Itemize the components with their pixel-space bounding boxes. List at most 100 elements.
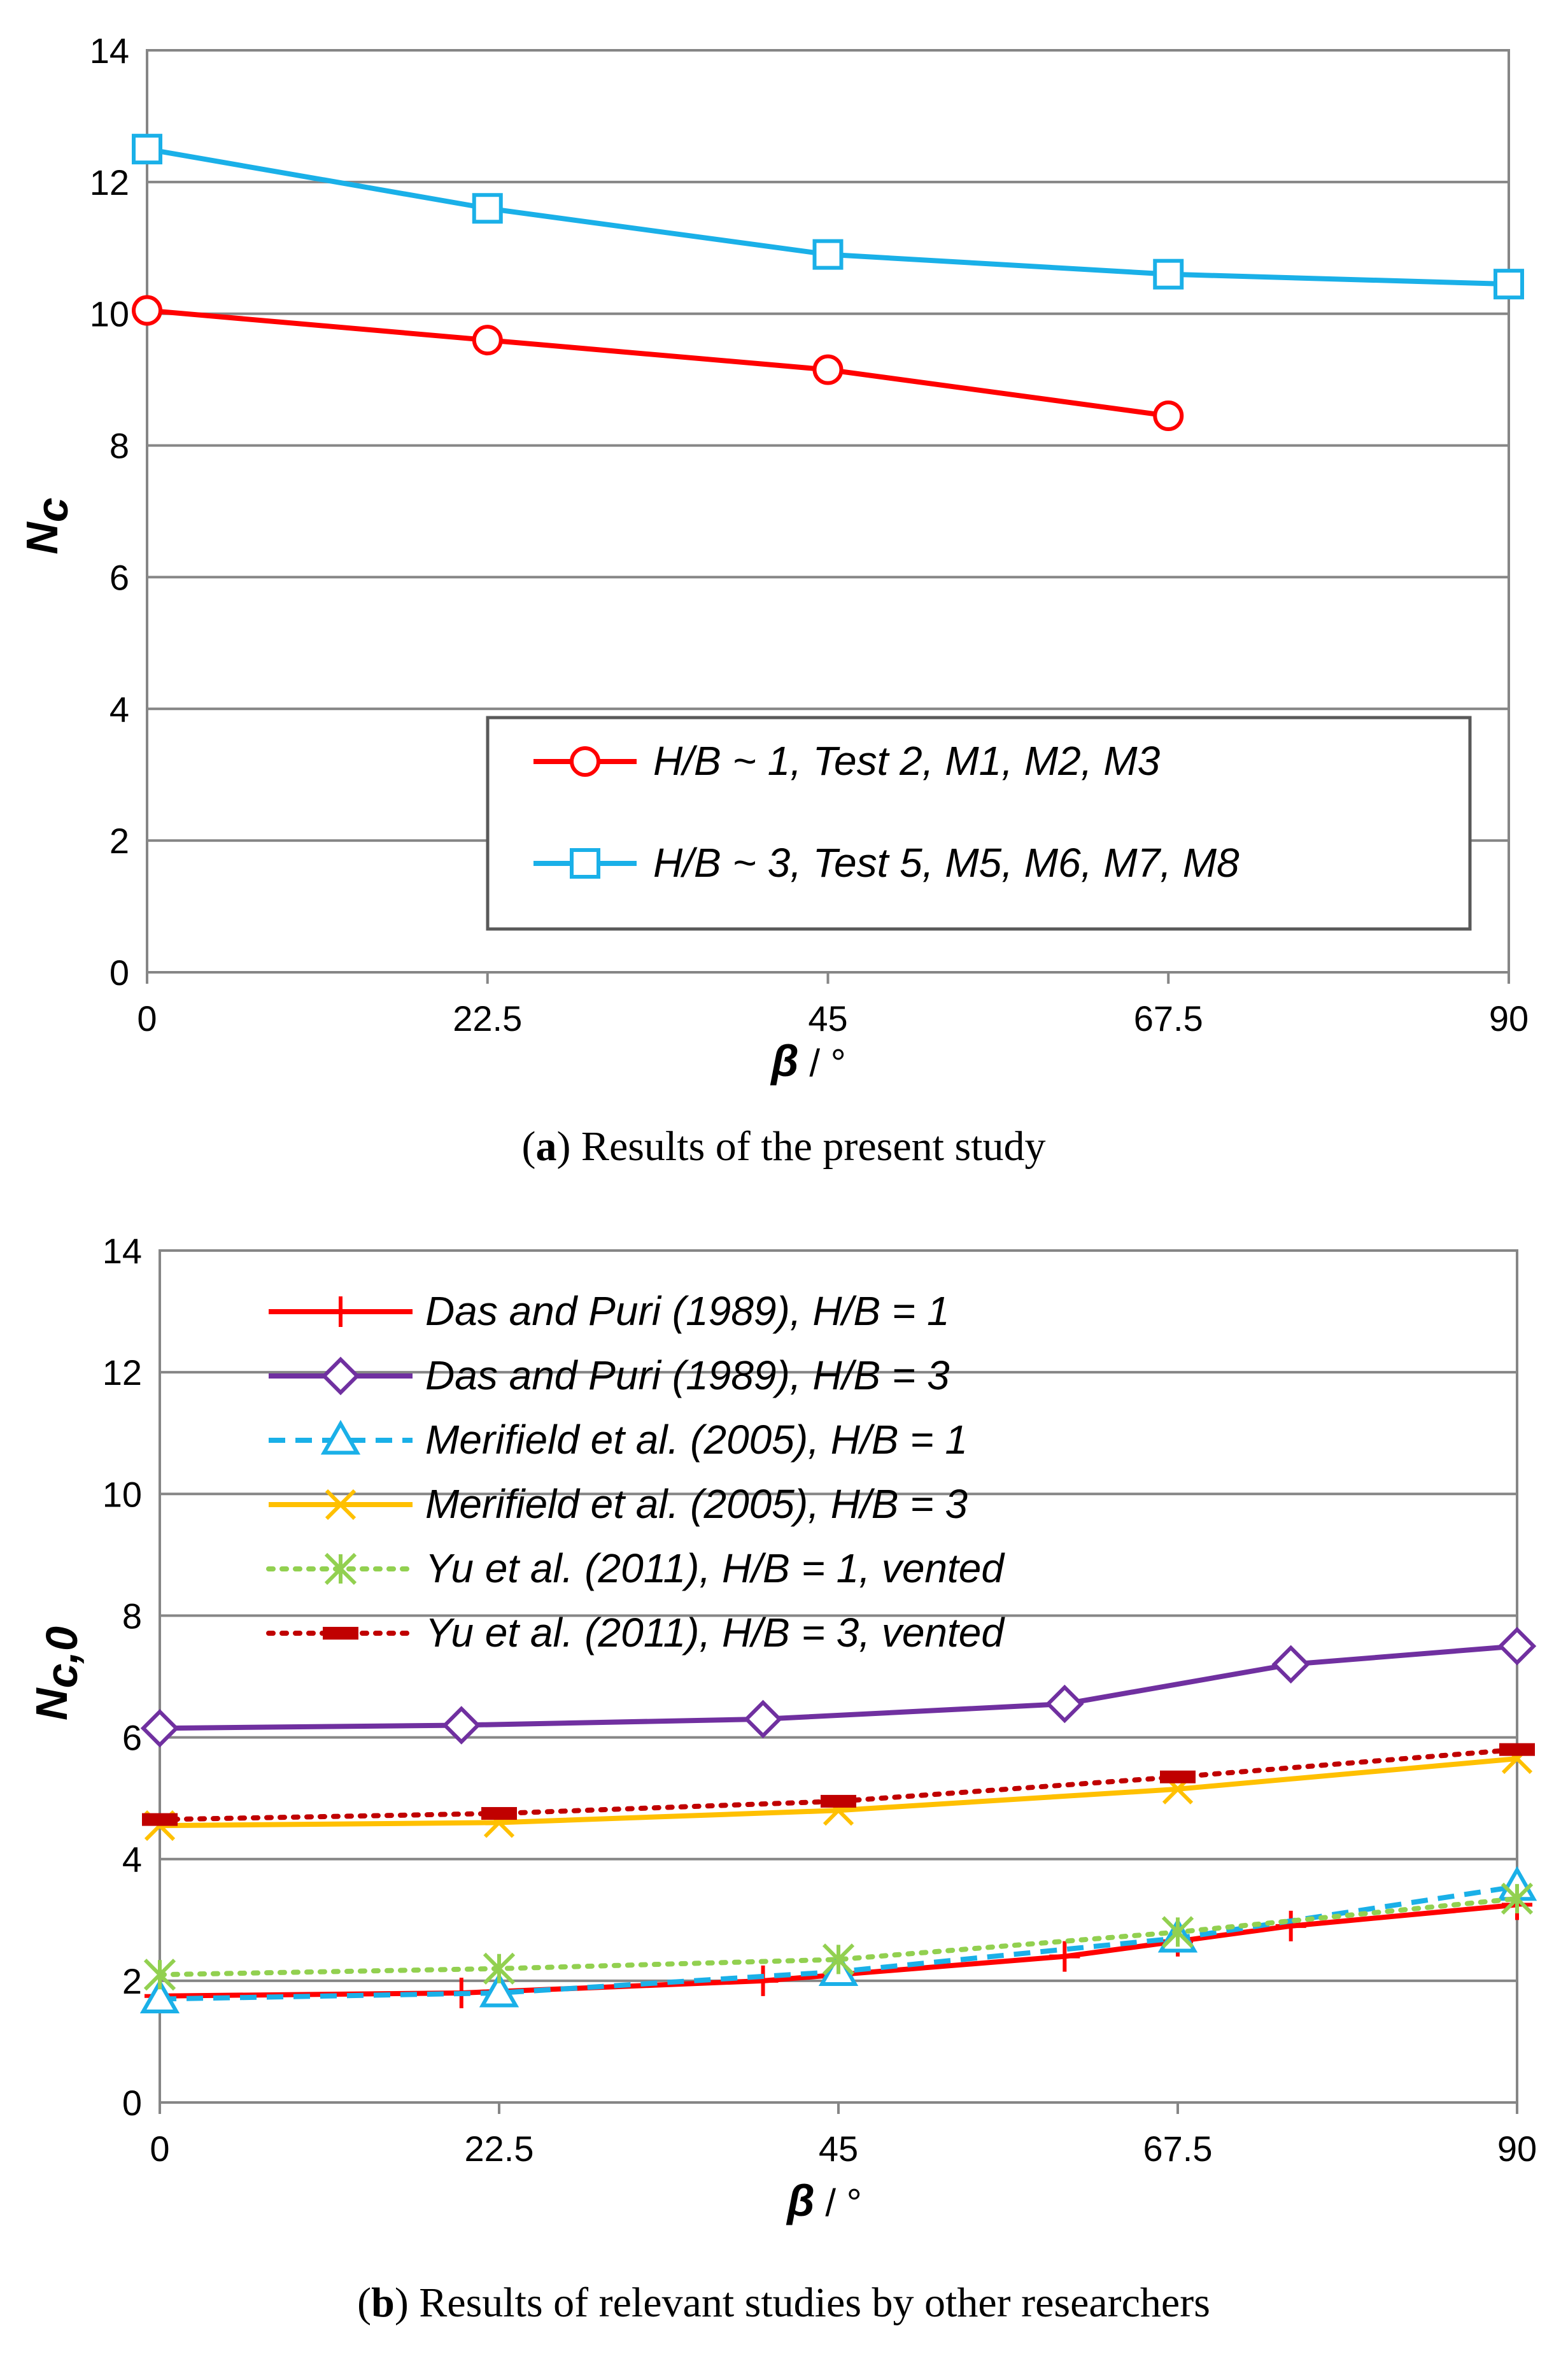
b-series-1-point	[442, 1706, 481, 1745]
legend-b-icon-3	[269, 1489, 413, 1521]
b-series-4-point	[143, 1959, 176, 1991]
legend-a-label-0: H/B ~ 1, Test 2, M1, M2, M3	[653, 738, 1161, 784]
a-series-0-point	[812, 354, 844, 385]
legend-b-label-5: Yu et al. (2011), H/B = 3, vented	[425, 1610, 1005, 1656]
b-series-1-line	[159, 1643, 1518, 1731]
y-tick-label: 0	[109, 953, 129, 993]
y-tick-label: 12	[90, 162, 129, 202]
b-series-1-point	[140, 1708, 180, 1748]
b-series-5-line	[157, 1747, 1520, 1822]
legend-a-icon-1	[533, 848, 637, 879]
x-tick-label: 22.5	[453, 998, 522, 1039]
y-tick-label: 6	[122, 1718, 142, 1758]
b-legend-marker-0	[325, 1296, 356, 1327]
x-tick-label: 67.5	[1134, 998, 1203, 1039]
b-series-5	[142, 1743, 1535, 1826]
b-series-4	[143, 1882, 1534, 1991]
b-series-4-line	[157, 1896, 1520, 1978]
b-series-0-point	[747, 1965, 779, 1996]
a-series-1-point	[1494, 269, 1524, 300]
a-series-0-point	[472, 325, 503, 356]
caption-a: (a) Results of the present study	[521, 1123, 1045, 1170]
x-axis-label-b: β / °	[786, 2176, 861, 2225]
b-series-4-point	[822, 1943, 855, 1976]
b-series-1-point	[1045, 1684, 1084, 1724]
b-series-5-point	[1160, 1770, 1196, 1783]
y-tick-label: 2	[109, 821, 129, 861]
chart-b: 0 2 4 6 8 10 12 14 0 22.5 45 67.5 90 Das and Puri (…	[27, 1231, 1537, 2326]
b-legend-marker-1	[321, 1356, 360, 1396]
b-series-0-point	[1049, 1941, 1080, 1972]
series-group-a	[132, 134, 1524, 432]
legend-b-icon-0	[269, 1296, 413, 1327]
y-tick-label: 14	[90, 31, 129, 71]
legend-b-label-3: Merifield et al. (2005), H/B = 3	[425, 1481, 968, 1527]
a-legend-marker-1	[570, 848, 600, 879]
legend-b: Das and Puri (1989), H/B = 1 Das and Pur…	[266, 1288, 1005, 1656]
chart-a: 0 2 4 6 8 10 12 14 0 22.5 45 67.5 90 H/B ~ 1, Test …	[17, 31, 1529, 1170]
a-series-0	[132, 295, 1184, 432]
b-series-1	[140, 1626, 1537, 1748]
a-series-0-point	[132, 295, 162, 326]
y-axis-label-b: Nc,0	[27, 1626, 87, 1720]
a-legend-marker-0	[570, 746, 600, 777]
b-series-4-point	[1501, 1882, 1534, 1915]
b-series-1-point	[1497, 1626, 1537, 1666]
x-axis-label-a: β / °	[770, 1036, 845, 1086]
b-series-4-point	[1161, 1916, 1194, 1948]
b-series-2-point	[479, 1972, 519, 2008]
b-series-4-point	[483, 1952, 516, 1985]
y-tick-label: 6	[109, 557, 129, 597]
b-legend-marker-3	[325, 1489, 357, 1521]
a-series-1-point	[1153, 259, 1184, 290]
legend-a-icon-0	[533, 746, 637, 777]
legend-b-label-2: Merifield et al. (2005), H/B = 1	[425, 1417, 968, 1463]
b-series-5-point	[821, 1794, 856, 1808]
legend-b-label-1: Das and Puri (1989), H/B = 3	[425, 1352, 950, 1398]
b-series-1-point	[744, 1699, 782, 1739]
y-tick-label: 14	[102, 1231, 142, 1271]
x-tick-label: 90	[1489, 998, 1529, 1039]
legend-a-label-1: H/B ~ 3, Test 5, M5, M6, M7, M8	[653, 840, 1240, 886]
b-series-1-point	[1271, 1645, 1310, 1684]
x-tick-label: 67.5	[1143, 2129, 1213, 2169]
x-tick-labels-b: 0 22.5 45 67.5 90	[150, 2129, 1537, 2169]
y-tick-labels-a: 0 2 4 6 8 10 12 14	[90, 31, 129, 993]
legend-b-label-4: Yu et al. (2011), H/B = 1, vented	[425, 1545, 1005, 1591]
x-tick-label: 22.5	[465, 2129, 534, 2169]
b-legend-marker-4	[324, 1552, 357, 1585]
b-series-5-point	[142, 1813, 178, 1826]
series-group-b	[139, 1626, 1537, 2014]
legend-b-label-0: Das and Puri (1989), H/B = 1	[425, 1288, 950, 1334]
legend-b-icon-4	[266, 1552, 415, 1585]
y-axis-label-a: Nc	[17, 497, 77, 555]
legend-b-icon-5	[266, 1627, 415, 1640]
y-tick-label: 0	[122, 2083, 142, 2123]
legend-box-a	[486, 716, 1472, 931]
a-series-0-line	[146, 308, 1169, 418]
b-legend-marker-2	[320, 1419, 361, 1455]
legend-b-icon-2	[269, 1419, 413, 1455]
b-series-5-point	[481, 1807, 517, 1820]
y-tick-label: 12	[102, 1352, 142, 1393]
b-series-2-point	[139, 1978, 180, 2014]
y-tick-label: 10	[90, 294, 129, 334]
x-tick-label: 45	[819, 2129, 858, 2169]
legend-b-icon-1	[269, 1356, 413, 1396]
y-tick-labels-b: 0 2 4 6 8 10 12 14	[102, 1231, 142, 2123]
b-series-0-point	[1275, 1910, 1306, 1941]
x-tick-labels-a: 0 22.5 45 67.5 90	[137, 998, 1529, 1039]
caption-b: (b) Results of relevant studies by other…	[357, 2279, 1210, 2326]
x-tick-label: 45	[808, 998, 847, 1039]
a-series-0-point	[1153, 401, 1184, 432]
y-tick-label: 8	[122, 1596, 142, 1636]
a-series-1-point	[812, 239, 844, 270]
y-tick-label: 8	[109, 426, 129, 466]
a-series-1	[132, 134, 1524, 300]
y-tick-label: 4	[109, 689, 129, 729]
a-series-1-point	[132, 134, 162, 165]
y-tick-label: 2	[122, 1961, 142, 2001]
a-series-1-point	[472, 193, 503, 224]
x-tick-label: 0	[150, 2129, 169, 2169]
